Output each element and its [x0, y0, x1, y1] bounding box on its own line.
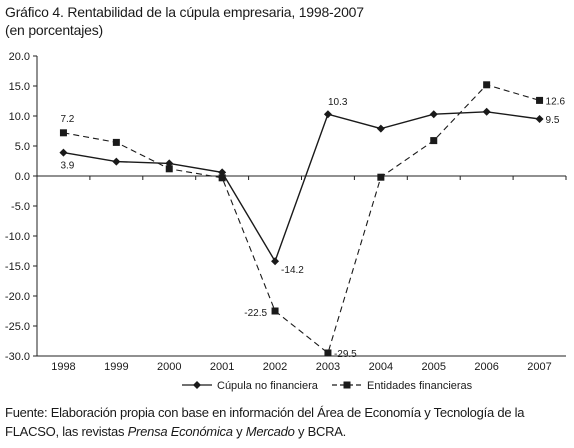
source-publication-1: Prensa Económica — [127, 424, 233, 439]
data-point — [112, 157, 121, 166]
y-tick-label: -20.0 — [5, 291, 30, 303]
x-tick-label: 2005 — [422, 361, 446, 373]
source-note: Fuente: Elaboración propia con base en i… — [5, 403, 571, 441]
data-label: -29.5 — [334, 349, 357, 360]
data-label: 3.9 — [60, 161, 74, 172]
data-label: -22.5 — [244, 308, 267, 319]
data-point — [376, 124, 385, 133]
data-point — [165, 165, 173, 173]
line-chart: 20.0 15.0 10.0 5.0 0.0 -5.0 -10.0 -15.0 -20.0 -25… — [5, 51, 567, 392]
x-tick-label: 1999 — [104, 361, 128, 373]
x-tick-label: 2002 — [263, 361, 287, 373]
data-point — [430, 137, 438, 145]
legend-entry: Cúpula no financiera — [182, 380, 319, 392]
y-tick-label: 0.0 — [15, 171, 30, 183]
y-tick-label: -30.0 — [5, 351, 30, 363]
y-tick-label: -5.0 — [11, 201, 30, 213]
x-tick-label: 2004 — [369, 361, 393, 373]
y-tick-label: -25.0 — [5, 321, 30, 333]
y-tick-label: 20.0 — [9, 51, 30, 63]
source-conjunction: y — [232, 424, 246, 439]
chart-axes: 20.0 15.0 10.0 5.0 0.0 -5.0 -10.0 -15.0 -20.0 -25… — [5, 51, 567, 373]
chart-subtitle: (en porcentajes) — [5, 22, 103, 38]
data-point — [536, 96, 544, 104]
x-tick-label: 2001 — [210, 361, 234, 373]
data-point — [271, 307, 279, 315]
x-tick-label: 1998 — [51, 361, 75, 373]
chart-legend: Cúpula no financiera Entidades financiera… — [182, 380, 473, 392]
data-point — [59, 148, 68, 157]
data-point — [218, 174, 226, 182]
data-label: -14.2 — [281, 265, 304, 276]
data-label: 9.5 — [546, 115, 560, 126]
data-point — [271, 257, 280, 266]
y-tick-label: 15.0 — [9, 81, 30, 93]
series-line — [63, 84, 540, 354]
y-tick-label: -15.0 — [5, 261, 30, 273]
data-point — [482, 107, 491, 116]
chart-series: 3.9 -14.2 10.3 9.5 7.2 -22.5 -29.5 12.6 — [59, 81, 565, 360]
data-point — [377, 173, 385, 181]
x-tick-label: 2006 — [474, 361, 498, 373]
legend-marker — [193, 381, 201, 389]
data-label: 12.6 — [546, 96, 566, 107]
legend-label: Entidades financieras — [367, 380, 473, 392]
x-tick-label: 2003 — [316, 361, 340, 373]
x-tick-label: 2007 — [527, 361, 551, 373]
data-point — [59, 129, 67, 137]
data-label: 10.3 — [328, 97, 348, 108]
source-institution: BCRA. — [307, 424, 347, 439]
chart-title: Gráfico 4. Rentabilidad de la cúpula emp… — [5, 4, 364, 20]
series-line — [63, 111, 540, 263]
data-point — [324, 349, 332, 357]
y-tick-label: 10.0 — [9, 111, 30, 123]
legend-entry: Entidades financieras — [332, 380, 473, 392]
data-label: 7.2 — [60, 114, 74, 125]
legend-label: Cúpula no financiera — [217, 380, 319, 392]
y-tick-label: 5.0 — [15, 141, 30, 153]
data-point — [535, 115, 544, 123]
data-point — [429, 110, 438, 119]
y-tick-label: -10.0 — [5, 231, 30, 243]
legend-marker — [343, 381, 351, 389]
source-conjunction: y — [294, 424, 308, 439]
data-point — [112, 138, 120, 146]
source-text: Fuente: Elaboración propia con base en i… — [5, 405, 525, 439]
data-point — [483, 81, 491, 89]
data-point — [323, 110, 332, 119]
source-publication-2: Mercado — [245, 424, 295, 439]
x-tick-label: 2000 — [157, 361, 181, 373]
